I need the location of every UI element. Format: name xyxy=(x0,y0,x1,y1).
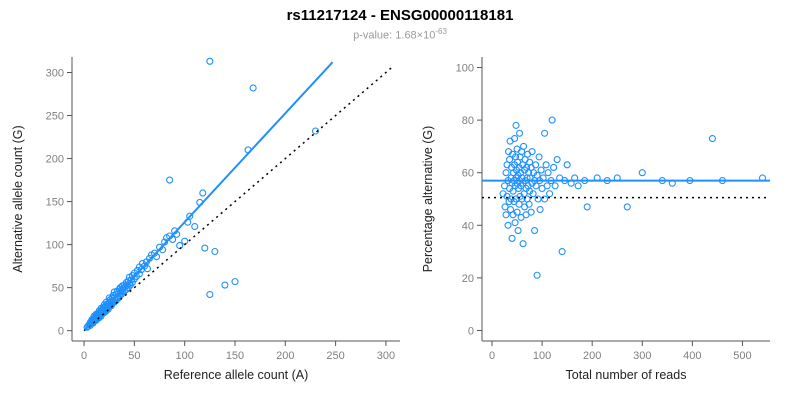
svg-text:200: 200 xyxy=(46,153,64,165)
svg-text:40: 40 xyxy=(462,220,474,232)
p-value-text: p-value: 1.68×10 xyxy=(353,29,436,42)
svg-text:300: 300 xyxy=(46,67,64,79)
figure-title: rs11217124 - ENSG00000118181 xyxy=(286,7,514,24)
svg-text:20: 20 xyxy=(462,273,474,285)
svg-text:0: 0 xyxy=(81,350,87,362)
p-value-label: p-value: 1.68×10-63 xyxy=(0,25,800,43)
svg-text:100: 100 xyxy=(533,350,551,362)
svg-text:150: 150 xyxy=(46,196,64,208)
svg-text:0: 0 xyxy=(58,325,64,337)
svg-text:50: 50 xyxy=(128,350,140,362)
svg-text:50: 50 xyxy=(52,282,64,294)
svg-text:Percentage alternative (G): Percentage alternative (G) xyxy=(421,125,435,272)
svg-text:300: 300 xyxy=(633,350,651,362)
svg-text:300: 300 xyxy=(377,350,395,362)
p-value-exponent: -63 xyxy=(435,27,447,36)
svg-text:Alternative allele count (G): Alternative allele count (G) xyxy=(11,125,25,272)
svg-text:150: 150 xyxy=(226,350,244,362)
svg-text:100: 100 xyxy=(176,350,194,362)
svg-text:200: 200 xyxy=(276,350,294,362)
svg-text:0: 0 xyxy=(468,325,474,337)
svg-text:Reference allele count (A): Reference allele count (A) xyxy=(164,368,309,382)
svg-text:Total number of reads: Total number of reads xyxy=(566,368,687,382)
svg-text:500: 500 xyxy=(733,350,751,362)
figure-header: rs11217124 - ENSG00000118181 p-value: 1.… xyxy=(0,0,800,43)
svg-text:100: 100 xyxy=(456,62,474,74)
reference-vs-alternative-scatter-plot: 0 50 100 150 200 250 300 0 50 100 150 200 250 300 Refe… xyxy=(11,56,400,382)
svg-text:250: 250 xyxy=(46,110,64,122)
svg-text:250: 250 xyxy=(326,350,344,362)
svg-text:60: 60 xyxy=(462,167,474,179)
svg-text:200: 200 xyxy=(583,350,601,362)
svg-text:0: 0 xyxy=(489,350,495,362)
svg-text:400: 400 xyxy=(683,350,701,362)
percentage-vs-total-reads-scatter-plot: 0 100 200 300 400 500 0 20 40 60 80 100 Total number… xyxy=(421,56,770,382)
svg-text:100: 100 xyxy=(46,239,64,251)
charts-row: 0 50 100 150 200 250 300 0 50 100 150 200 250 300 Refe… xyxy=(0,43,800,391)
svg-text:80: 80 xyxy=(462,115,474,127)
